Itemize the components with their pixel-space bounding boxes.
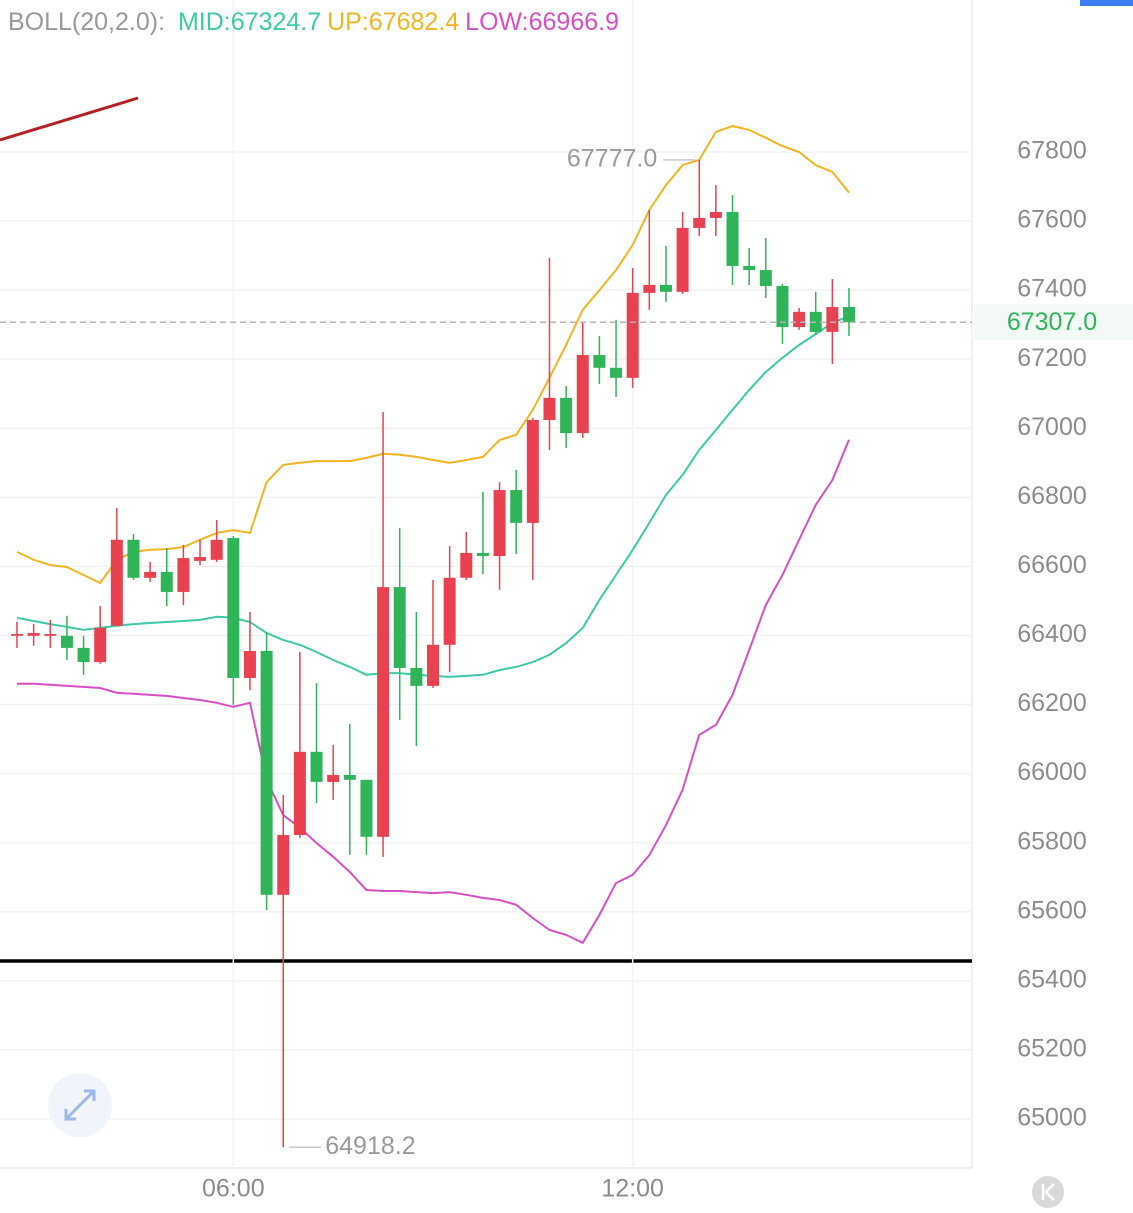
y-tick-label: 65600 [1017, 896, 1087, 924]
candle-body [576, 355, 589, 434]
candle-body [227, 538, 240, 678]
candle-body [293, 751, 306, 836]
candle-body [410, 667, 423, 686]
candle-body [643, 284, 656, 293]
y-tick-label: 67400 [1017, 275, 1087, 303]
candle-body [310, 751, 323, 782]
y-tick-label: 65400 [1017, 965, 1087, 993]
last-price-box [974, 304, 1133, 341]
legend-entry: MID:67324.7 [177, 8, 322, 36]
candle-body [160, 571, 173, 592]
candle-body [626, 292, 639, 378]
y-tick-label: 65200 [1017, 1034, 1087, 1062]
candle-body [327, 774, 340, 782]
reset-icon[interactable] [1041, 1183, 1055, 1201]
candle-body [277, 835, 290, 895]
y-tick-label: 67000 [1017, 413, 1087, 441]
candle-body [776, 285, 789, 328]
low-label: 64918.2 [325, 1132, 415, 1160]
candle-body [393, 587, 406, 668]
candle-body [127, 539, 140, 578]
legend-entry: UP:67682.4 [327, 8, 460, 36]
candle-body [360, 779, 373, 837]
candle-body [460, 552, 473, 578]
candle-body [659, 284, 672, 292]
candle-body [443, 577, 456, 645]
y-tick-label: 67200 [1017, 344, 1087, 372]
candle-body [560, 397, 573, 434]
y-tick-label: 66800 [1017, 482, 1087, 510]
candle-body [793, 311, 806, 328]
candle-body [27, 633, 40, 636]
expand-icon[interactable] [64, 1089, 96, 1121]
indicator-label: BOLL(20,2.0): [8, 8, 166, 36]
x-tick-label: 06:00 [202, 1175, 265, 1203]
candle-body [77, 647, 90, 663]
candle-body [427, 644, 439, 686]
high-label: 67777.0 [567, 145, 657, 173]
legend: BOLL(20,2.0): MID:67324.7 UP:67682.4 LOW:6… [8, 8, 625, 37]
candle-body [610, 367, 623, 378]
band-line [16, 125, 850, 585]
candle-body [493, 490, 506, 557]
candle-body [243, 650, 256, 678]
y-tick-label: 66600 [1017, 551, 1087, 579]
candle-body [843, 307, 855, 323]
expand-button[interactable] [48, 1073, 112, 1137]
candle-body [44, 634, 57, 636]
candle-body [526, 419, 539, 523]
candle-body [476, 552, 489, 557]
y-tick-label: 66200 [1017, 689, 1087, 717]
candle-body [260, 650, 273, 895]
candle-body [177, 558, 190, 592]
x-tick-label: 12:00 [601, 1175, 664, 1203]
candle-body [60, 635, 73, 648]
legend-entry: LOW:66966.9 [465, 8, 619, 36]
candle-body [709, 212, 722, 218]
candle-body [743, 265, 756, 271]
candle-body [110, 539, 123, 626]
candle-body [144, 571, 157, 578]
candle-body [593, 355, 606, 368]
candle-body [510, 490, 523, 523]
trend-line-drawing [0, 96, 139, 142]
y-tick-label: 66000 [1017, 758, 1087, 786]
candle-body [543, 397, 556, 420]
y-tick-label: 66400 [1017, 620, 1087, 648]
candle-body [826, 307, 839, 332]
candle-body [676, 227, 689, 292]
reset-button-bg[interactable] [1032, 1176, 1064, 1208]
y-tick-label: 65800 [1017, 827, 1087, 855]
candle-body [194, 557, 207, 561]
candle-body [759, 270, 772, 286]
y-tick-label: 65000 [1017, 1104, 1087, 1132]
tab-indicator [1080, 0, 1133, 6]
candle-body [377, 587, 390, 837]
candle-body [726, 212, 739, 266]
candle-body [210, 539, 223, 560]
reset-button[interactable] [1032, 1176, 1064, 1208]
candle-body [94, 627, 107, 663]
candle-body [11, 634, 23, 636]
y-tick-label: 67600 [1017, 206, 1087, 234]
candle-body [343, 774, 356, 780]
candle-body [693, 217, 706, 228]
y-tick-label: 67800 [1017, 137, 1087, 165]
last-price-label: 67307.0 [1007, 308, 1097, 336]
band-line [17, 439, 850, 945]
